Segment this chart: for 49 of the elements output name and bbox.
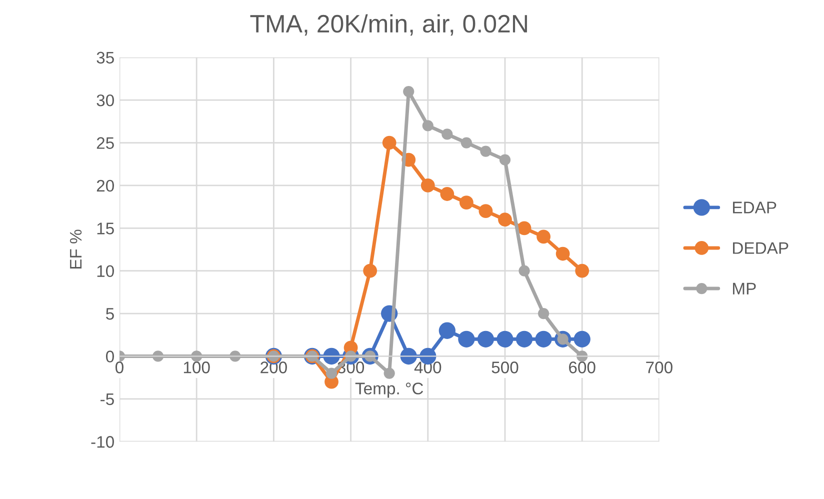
point [517, 221, 532, 236]
point [422, 120, 434, 132]
point [575, 264, 590, 278]
x-tick-label: 100 [184, 362, 210, 374]
point [478, 204, 493, 218]
legend-label: EDAP [733, 202, 776, 214]
point [420, 178, 435, 192]
point [363, 264, 378, 278]
point [496, 330, 514, 348]
y-tick-label: 0 [106, 350, 114, 362]
point [480, 146, 492, 157]
y-tick-label: 20 [96, 180, 114, 192]
point [535, 330, 552, 348]
x-tick-label: 500 [492, 362, 518, 374]
point [458, 330, 475, 348]
y-tick-label: 30 [96, 94, 114, 106]
point [382, 136, 396, 150]
point [574, 330, 590, 348]
y-tick-label: 35 [96, 52, 114, 64]
point [498, 212, 512, 227]
point [477, 330, 494, 348]
y-axis-title: EF % [70, 230, 82, 269]
point [442, 128, 453, 140]
y-tick-label: 5 [106, 308, 114, 320]
y-tick-label: -10 [91, 436, 114, 448]
y-tick-label: 15 [97, 222, 114, 234]
point [516, 330, 533, 348]
x-tick-label: 700 [646, 362, 672, 374]
point [538, 308, 550, 320]
point [438, 322, 456, 339]
point [403, 86, 414, 98]
point [460, 196, 474, 210]
x-tick-label: 0 [115, 362, 124, 374]
point [440, 187, 454, 201]
y-tick-label: 25 [96, 137, 114, 149]
y-tick-label: 10 [97, 265, 114, 278]
point [536, 230, 550, 244]
y-tick-label: -5 [100, 393, 114, 406]
point [326, 368, 338, 379]
legend-label: DEDAP [733, 242, 788, 254]
chart-title: TMA, 20K/min, air, 0.02N [250, 14, 527, 36]
x-axis-title: Temp. °C [355, 382, 424, 398]
x-tick-label: 600 [569, 362, 596, 374]
legend-label: MP [733, 282, 756, 294]
point [556, 246, 570, 261]
point [499, 154, 511, 166]
point [460, 137, 472, 148]
point [518, 265, 530, 276]
point [384, 368, 395, 379]
